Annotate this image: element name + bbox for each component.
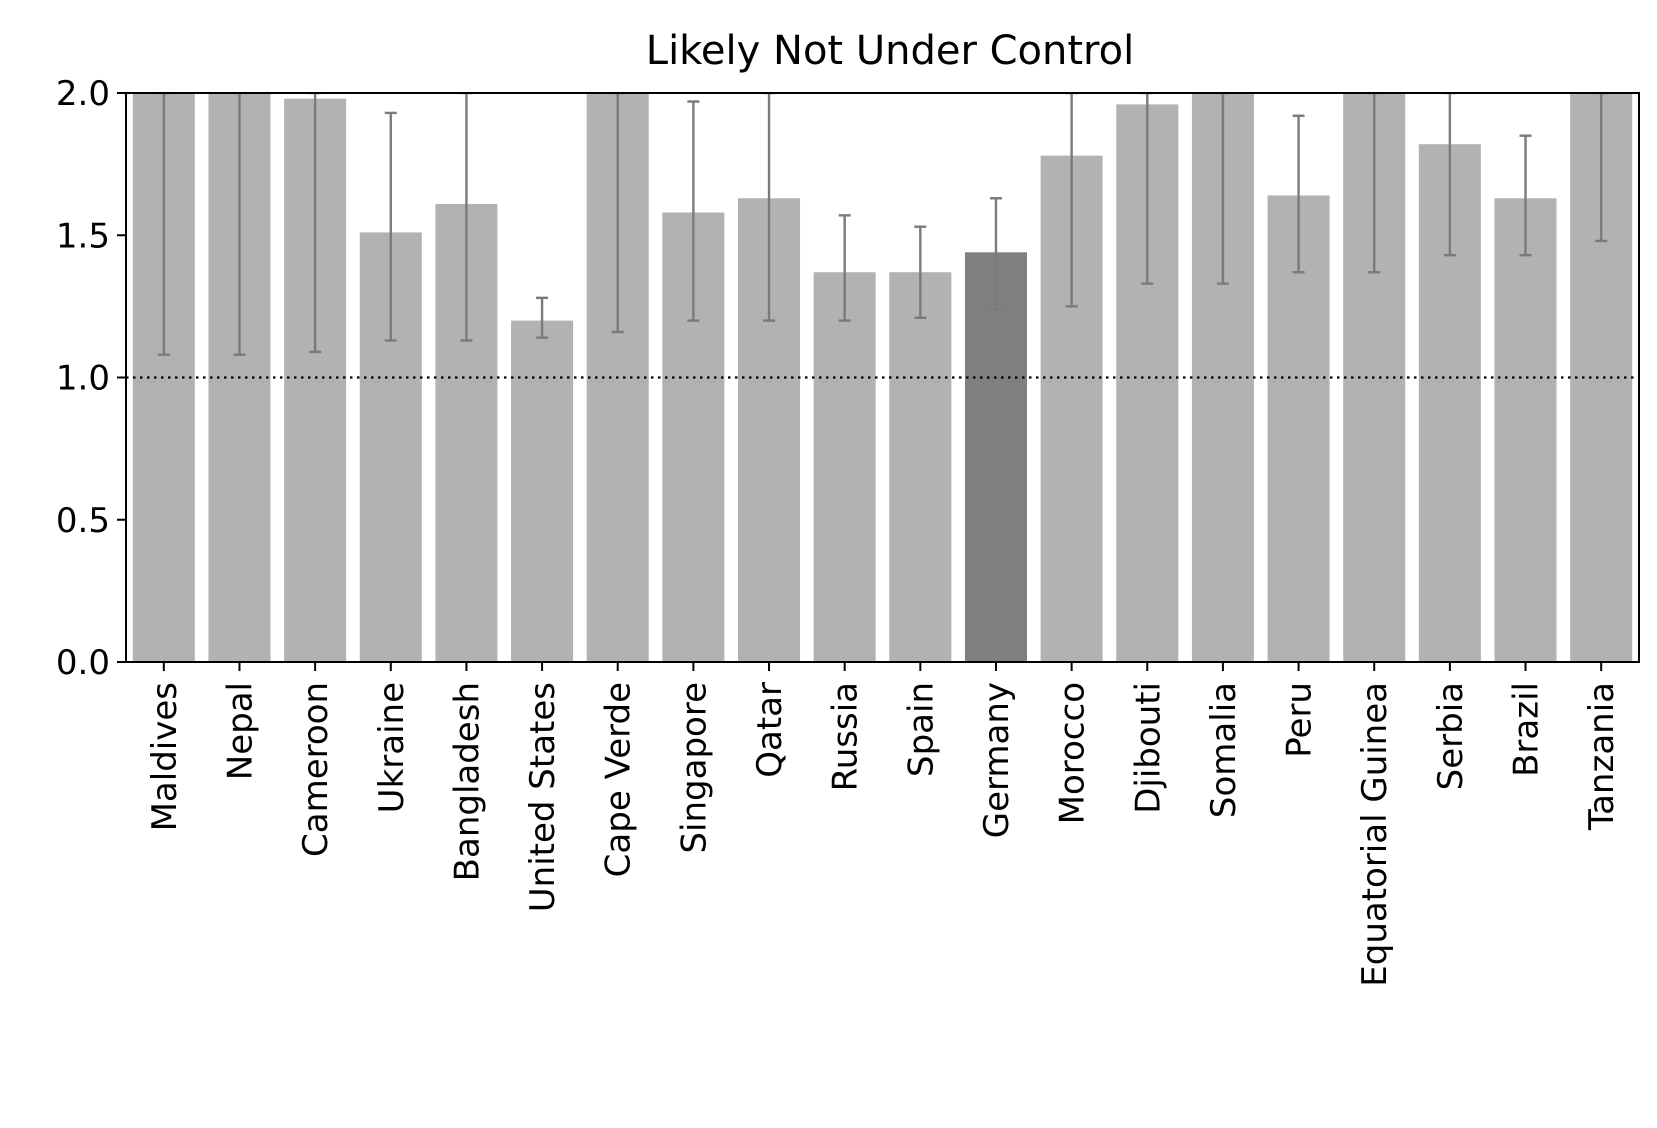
error-bar-united-states — [536, 296, 549, 339]
bar-united-states — [511, 320, 574, 662]
y-tick-label: 0.5 — [56, 501, 110, 541]
axes: 0.0 0.5 1.0 1.5 2.0 Maldives Nepal Cameroon Ukra… — [56, 74, 1640, 987]
error-bar-somalia — [1216, 93, 1229, 285]
x-tick-label: Ukraine — [372, 682, 412, 813]
x-tick-label: Singapore — [674, 682, 714, 854]
x-tick-label: Russia — [826, 682, 866, 791]
error-bar-morocco — [1065, 93, 1078, 308]
error-bar-russia — [838, 214, 851, 322]
x-tick-label: Qatar — [750, 682, 790, 778]
error-bar-nepal — [233, 93, 246, 356]
error-bar-qatar — [763, 93, 776, 322]
error-bar-maldives — [157, 93, 170, 356]
bar-spain — [889, 272, 952, 662]
x-tick-label: Equatorial Guinea — [1355, 682, 1395, 987]
y-tick-label: 1.5 — [56, 216, 110, 256]
bars-group — [126, 93, 1639, 662]
x-tick-label: United States — [523, 682, 563, 912]
x-tick-label: Brazil — [1507, 682, 1547, 777]
error-bar-cameroon — [309, 93, 322, 354]
error-bar-brazil — [1519, 134, 1532, 257]
bar-russia — [813, 272, 876, 662]
error-bar-singapore — [687, 100, 700, 322]
x-tick-label: Nepal — [220, 682, 260, 780]
error-bar-spain — [914, 225, 927, 319]
x-tick-label: Peru — [1280, 682, 1320, 758]
error-bar-equatorial-guinea — [1368, 93, 1381, 274]
error-bar-ukraine — [384, 111, 397, 342]
x-tick-label: Tanzania — [1582, 682, 1622, 831]
x-tick-label: Morocco — [1053, 682, 1093, 824]
x-tick-label: Cape Verde — [599, 682, 639, 877]
y-tick-label: 2.0 — [56, 74, 110, 114]
error-bar-peru — [1292, 114, 1305, 274]
y-tick-label: 0.0 — [56, 643, 110, 683]
x-tick-label: Germany — [977, 682, 1017, 838]
error-bar-germany — [989, 197, 1002, 311]
chart-title: Likely Not Under Control — [646, 28, 1134, 74]
x-tick-label: Somalia — [1204, 682, 1244, 818]
error-bar-cape-verde — [611, 93, 624, 334]
error-bar-djibouti — [1141, 93, 1154, 285]
error-bar-serbia — [1443, 93, 1456, 257]
bar-germany — [964, 252, 1027, 662]
x-tick-label: Cameroon — [296, 682, 336, 857]
error-bar-bangladesh — [460, 93, 473, 342]
plot-area — [126, 93, 1639, 662]
bar-brazil — [1494, 198, 1557, 662]
x-tick-label: Serbia — [1431, 682, 1471, 790]
x-tick-label: Maldives — [145, 682, 185, 831]
x-tick-label: Spain — [901, 682, 941, 777]
x-tick-label: Bangladesh — [447, 682, 487, 881]
error-bar-tanzania — [1595, 93, 1608, 243]
x-tick-label: Djibouti — [1128, 682, 1168, 814]
y-tick-label: 1.0 — [56, 359, 110, 399]
